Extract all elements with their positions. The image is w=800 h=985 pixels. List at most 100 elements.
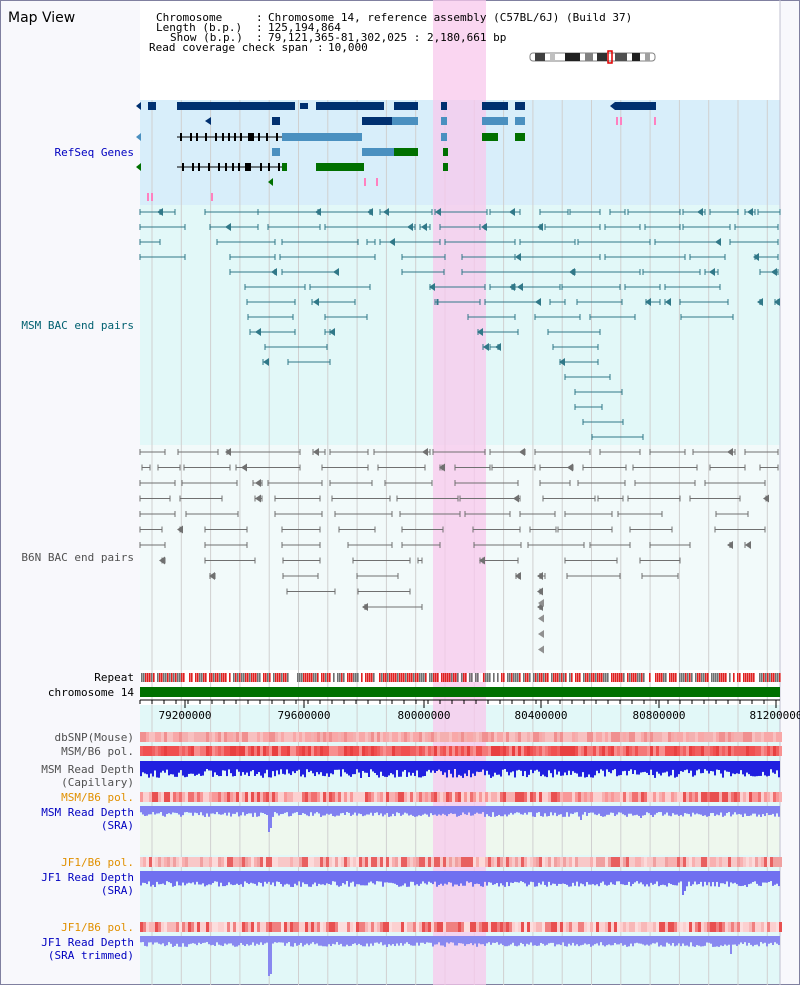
heat-cell bbox=[641, 732, 644, 742]
jf1-depth-label[interactable]: JF1 Read Depth bbox=[41, 871, 134, 884]
depth-bar bbox=[368, 806, 370, 815]
refseq-genes-label[interactable]: RefSeq Genes bbox=[54, 146, 134, 159]
heat-cell bbox=[317, 746, 320, 756]
depth-bar bbox=[360, 806, 362, 815]
heat-cell bbox=[500, 792, 503, 802]
msm-bac-pairs-track[interactable] bbox=[139, 208, 781, 440]
repeat-mark bbox=[711, 673, 713, 682]
depth-bar bbox=[578, 806, 580, 817]
heat-cell bbox=[503, 746, 506, 756]
heat-cell bbox=[311, 922, 314, 932]
heat-cell bbox=[230, 792, 233, 802]
heat-cell bbox=[161, 922, 164, 932]
jf1-b6-pol2-heat-track[interactable] bbox=[140, 922, 782, 932]
depth-bar bbox=[538, 761, 540, 772]
heat-cell bbox=[167, 792, 170, 802]
msm-b6-pol2-label[interactable]: MSM/B6 pol. bbox=[61, 791, 134, 804]
heat-cell bbox=[152, 732, 155, 742]
depth-bar bbox=[246, 761, 248, 773]
heat-cell bbox=[461, 857, 464, 867]
jf1-b6-pol-label[interactable]: JF1/B6 pol. bbox=[61, 856, 134, 869]
jf1-trimmed-depth-track[interactable] bbox=[140, 936, 780, 976]
heat-cell bbox=[629, 792, 632, 802]
depth-bar bbox=[424, 936, 426, 944]
msm-b6-pol-label[interactable]: MSM/B6 pol. bbox=[61, 745, 134, 758]
repeat-mark bbox=[629, 673, 631, 682]
msm-capillary-depth-track[interactable] bbox=[140, 761, 780, 778]
depth-bar bbox=[258, 871, 260, 883]
depth-bar bbox=[488, 871, 490, 883]
msm-bac-label[interactable]: MSM BAC end pairs bbox=[21, 319, 134, 332]
msm-sra-depth-track[interactable] bbox=[140, 806, 780, 832]
bac-end-arrow bbox=[429, 283, 435, 291]
depth-bar bbox=[468, 761, 470, 771]
depth-bar bbox=[562, 761, 564, 776]
heat-cell bbox=[392, 746, 395, 756]
b6n-bac-label[interactable]: B6N BAC end pairs bbox=[21, 551, 134, 564]
heat-cell bbox=[272, 792, 275, 802]
jf1-b6-pol2-label[interactable]: JF1/B6 pol. bbox=[61, 921, 134, 934]
depth-bar bbox=[708, 936, 710, 943]
depth-bar bbox=[156, 761, 158, 778]
depth-bar bbox=[244, 871, 246, 882]
heat-cell bbox=[683, 922, 686, 932]
chromosome-bar[interactable] bbox=[140, 687, 780, 697]
heat-cell bbox=[344, 857, 347, 867]
heat-cell bbox=[524, 792, 527, 802]
jf1-b6-pol-heat-track[interactable] bbox=[140, 857, 782, 867]
heat-cell bbox=[371, 746, 374, 756]
b6n-bac-pairs-track[interactable] bbox=[139, 448, 779, 654]
heat-cell bbox=[404, 857, 407, 867]
heat-cell bbox=[539, 746, 542, 756]
heat-cell bbox=[275, 732, 278, 742]
heat-cell bbox=[296, 922, 299, 932]
depth-bar bbox=[408, 936, 410, 944]
heat-cell bbox=[389, 792, 392, 802]
depth-bar bbox=[268, 936, 270, 976]
heat-cell bbox=[416, 857, 419, 867]
heat-cell bbox=[446, 922, 449, 932]
heat-cell bbox=[722, 922, 725, 932]
depth-bar bbox=[216, 761, 218, 775]
msm-b6-pol-heat-track[interactable] bbox=[140, 746, 782, 756]
repeat-track[interactable] bbox=[141, 673, 781, 682]
heat-cell bbox=[470, 922, 473, 932]
repeat-mark bbox=[449, 673, 451, 682]
bac-end-arrow bbox=[255, 494, 261, 503]
depth-bar bbox=[260, 761, 262, 776]
heat-cell bbox=[689, 746, 692, 756]
depth-bar bbox=[154, 871, 156, 887]
jf1-trimmed-label[interactable]: JF1 Read Depth bbox=[41, 936, 134, 949]
depth-bar bbox=[730, 871, 732, 883]
dbsnp-heat-track[interactable] bbox=[140, 732, 782, 742]
heat-cell bbox=[749, 857, 752, 867]
depth-bar bbox=[270, 761, 272, 778]
depth-bar bbox=[180, 871, 182, 886]
repeat-mark bbox=[607, 673, 609, 682]
heat-cell bbox=[380, 746, 383, 756]
dbsnp-label[interactable]: dbSNP(Mouse) bbox=[54, 731, 134, 744]
heat-cell bbox=[638, 746, 641, 756]
depth-bar bbox=[748, 806, 750, 817]
depth-bar bbox=[556, 936, 558, 945]
msm-depth-capillary-label[interactable]: MSM Read Depth bbox=[41, 763, 134, 776]
msm-depth-sra-label[interactable]: MSM Read Depth bbox=[41, 806, 134, 819]
depth-bar bbox=[630, 806, 632, 814]
heat-cell bbox=[182, 792, 185, 802]
depth-bar bbox=[690, 871, 692, 886]
depth-bar bbox=[602, 761, 604, 771]
depth-bar bbox=[590, 871, 592, 885]
jf1-sra-depth-track[interactable] bbox=[140, 871, 780, 895]
gene-block bbox=[441, 117, 447, 125]
refseq-genes-track[interactable] bbox=[136, 102, 656, 201]
repeat-mark bbox=[577, 673, 579, 682]
chromosome-ideogram[interactable] bbox=[529, 50, 656, 64]
depth-bar bbox=[350, 761, 352, 777]
msm-b6-pol2-heat-track[interactable] bbox=[140, 792, 782, 802]
depth-bar bbox=[382, 806, 384, 817]
heat-cell bbox=[665, 792, 668, 802]
heat-cell bbox=[776, 922, 779, 932]
heat-cell bbox=[659, 746, 662, 756]
depth-bar bbox=[198, 936, 200, 943]
heat-cell bbox=[251, 732, 254, 742]
